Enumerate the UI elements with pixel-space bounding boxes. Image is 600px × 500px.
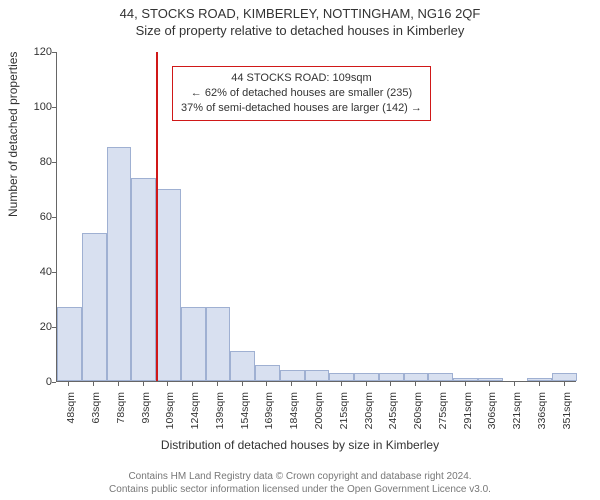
x-tick-label: 230sqm — [363, 392, 375, 442]
y-tick-label: 80 — [12, 156, 52, 168]
y-tick-mark — [52, 382, 56, 383]
bar — [379, 373, 404, 381]
bar — [57, 307, 82, 381]
bar — [453, 378, 478, 381]
y-tick-label: 20 — [12, 321, 52, 333]
x-tick-mark — [291, 382, 292, 386]
y-tick-mark — [52, 52, 56, 53]
x-tick-mark — [564, 382, 565, 386]
page-subtitle: Size of property relative to detached ho… — [0, 23, 600, 38]
callout-line-2: ← 62% of detached houses are smaller (23… — [181, 86, 422, 101]
x-tick-mark — [266, 382, 267, 386]
bar — [329, 373, 354, 381]
bar — [82, 233, 107, 382]
x-tick-mark — [366, 382, 367, 386]
x-tick-mark — [489, 382, 490, 386]
footer-line-2: Contains public sector information licen… — [0, 483, 600, 496]
y-tick-label: 60 — [12, 211, 52, 223]
bar — [230, 351, 255, 381]
bar — [206, 307, 231, 381]
y-tick-mark — [52, 327, 56, 328]
bar — [107, 147, 132, 381]
bar — [255, 365, 280, 382]
x-tick-mark — [341, 382, 342, 386]
x-tick-mark — [143, 382, 144, 386]
x-tick-label: 260sqm — [412, 392, 424, 442]
callout-line-1: 44 STOCKS ROAD: 109sqm — [181, 71, 422, 86]
x-tick-mark — [440, 382, 441, 386]
bar — [131, 178, 156, 382]
bar — [428, 373, 453, 381]
x-tick-label: 78sqm — [115, 392, 127, 442]
bar — [305, 370, 330, 381]
x-tick-label: 215sqm — [338, 392, 350, 442]
x-tick-label: 93sqm — [140, 392, 152, 442]
bar — [181, 307, 206, 381]
x-tick-label: 351sqm — [561, 392, 573, 442]
x-tick-mark — [514, 382, 515, 386]
x-tick-mark — [465, 382, 466, 386]
y-tick-mark — [52, 272, 56, 273]
x-tick-label: 245sqm — [387, 392, 399, 442]
y-tick-label: 40 — [12, 266, 52, 278]
x-tick-label: 184sqm — [288, 392, 300, 442]
marker-line — [156, 52, 158, 381]
x-tick-label: 139sqm — [214, 392, 226, 442]
x-tick-label: 291sqm — [462, 392, 474, 442]
x-tick-label: 48sqm — [65, 392, 77, 442]
x-tick-label: 306sqm — [486, 392, 498, 442]
x-tick-label: 336sqm — [536, 392, 548, 442]
bar — [478, 378, 503, 381]
page-address: 44, STOCKS ROAD, KIMBERLEY, NOTTINGHAM, … — [0, 6, 600, 21]
y-tick-mark — [52, 162, 56, 163]
bar — [552, 373, 577, 381]
x-tick-mark — [539, 382, 540, 386]
x-tick-mark — [217, 382, 218, 386]
x-tick-label: 63sqm — [90, 392, 102, 442]
x-tick-label: 109sqm — [164, 392, 176, 442]
x-tick-mark — [167, 382, 168, 386]
x-tick-mark — [192, 382, 193, 386]
y-axis-label: Number of detached properties — [6, 52, 20, 217]
x-tick-mark — [316, 382, 317, 386]
bar — [280, 370, 305, 381]
plot-area: 44 STOCKS ROAD: 109sqm← 62% of detached … — [56, 52, 576, 382]
footer: Contains HM Land Registry data © Crown c… — [0, 470, 600, 496]
bar — [527, 378, 552, 381]
x-tick-mark — [242, 382, 243, 386]
footer-line-1: Contains HM Land Registry data © Crown c… — [0, 470, 600, 483]
x-tick-label: 275sqm — [437, 392, 449, 442]
callout-box: 44 STOCKS ROAD: 109sqm← 62% of detached … — [172, 66, 431, 121]
callout-line-3: 37% of semi-detached houses are larger (… — [181, 101, 422, 116]
y-tick-label: 0 — [12, 376, 52, 388]
x-tick-mark — [390, 382, 391, 386]
x-tick-mark — [415, 382, 416, 386]
bar — [404, 373, 429, 381]
x-tick-label: 200sqm — [313, 392, 325, 442]
x-tick-label: 154sqm — [239, 392, 251, 442]
x-tick-label: 124sqm — [189, 392, 201, 442]
bar — [354, 373, 379, 381]
y-tick-mark — [52, 107, 56, 108]
x-tick-mark — [118, 382, 119, 386]
chart-container: Number of detached properties 44 STOCKS … — [0, 42, 600, 452]
title-block: 44, STOCKS ROAD, KIMBERLEY, NOTTINGHAM, … — [0, 0, 600, 38]
y-tick-label: 100 — [12, 101, 52, 113]
y-tick-label: 120 — [12, 46, 52, 58]
x-tick-label: 169sqm — [263, 392, 275, 442]
bar — [156, 189, 181, 382]
x-tick-mark — [68, 382, 69, 386]
x-tick-label: 321sqm — [511, 392, 523, 442]
y-tick-mark — [52, 217, 56, 218]
x-tick-mark — [93, 382, 94, 386]
